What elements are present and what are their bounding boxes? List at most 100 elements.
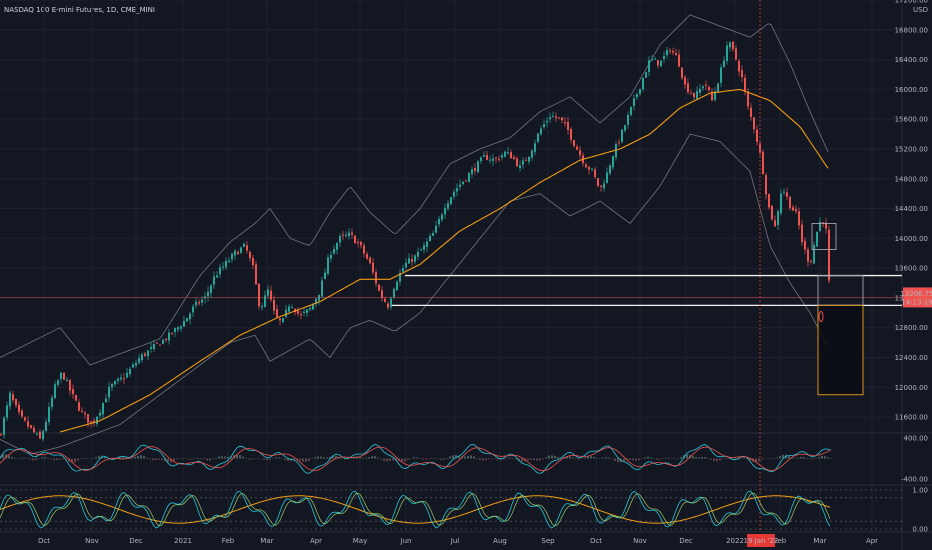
candle-body-247 (741, 70, 743, 78)
candle-body-50 (150, 347, 152, 349)
macd-hist-bar-163 (488, 458, 490, 460)
macd-hist-bar-221 (662, 458, 664, 459)
macd-hist-bar-77 (230, 456, 232, 459)
macd-hist-bar-220 (659, 458, 661, 460)
macd-hist-bar-240 (719, 458, 721, 461)
macd-hist-bar-155 (464, 456, 466, 459)
macd-hist-bar-271 (812, 458, 814, 460)
grid-lines (0, 0, 902, 531)
candle-body-186 (558, 117, 560, 119)
candle-body-215 (645, 72, 647, 78)
macd-hist-bar-31 (92, 458, 94, 459)
macd-hist-bar-261 (782, 454, 784, 459)
macd-hist-bar-101 (302, 458, 304, 462)
macd-hist-bar-237 (710, 458, 712, 460)
candle-body-3 (9, 392, 11, 407)
macd-hist-bar-222 (665, 457, 667, 459)
time-tick-label-9: Jul (450, 537, 460, 545)
macd-hist-bar-124 (371, 456, 373, 459)
macd-hist-bar-44 (131, 457, 133, 459)
candle-body-240 (720, 67, 722, 83)
candle-body-84 (252, 257, 254, 266)
candle-body-38 (114, 381, 116, 385)
macd-hist-bar-14 (41, 457, 43, 459)
candle-body-253 (759, 143, 761, 153)
macd-hist-bar-258 (773, 458, 775, 459)
macd-hist-bar-190 (569, 456, 571, 459)
macd-hist-bar-110 (329, 456, 331, 459)
macd-hist-bar-75 (224, 456, 226, 459)
candle-body-70 (210, 285, 212, 294)
candle-body-96 (288, 306, 290, 312)
candle-body-16 (48, 406, 50, 423)
macd-hist-bar-137 (410, 458, 412, 459)
candle-body-36 (108, 386, 110, 398)
candle-body-101 (303, 311, 305, 313)
macd-hist-bar-144 (431, 458, 433, 459)
candle-body-26 (78, 402, 80, 411)
candle-body-221 (663, 56, 665, 59)
candle-body-41 (123, 378, 125, 380)
candle-body-142 (426, 241, 428, 248)
candle-body-223 (669, 50, 671, 52)
candle-body-9 (27, 421, 29, 427)
candle-body-224 (672, 50, 674, 53)
macd-hist-bar-120 (359, 456, 361, 459)
macd-hist-bar-16 (47, 457, 49, 459)
macd-hist-bar-193 (578, 458, 580, 460)
stochastic-tick-label-1: 0.00 (912, 526, 928, 534)
macd-hist-bar-35 (104, 456, 106, 459)
price-tick-label-3: 16000.00 (895, 86, 928, 94)
macd-hist-bar-1 (2, 454, 4, 459)
price-tick-label-2: 16400.00 (895, 56, 928, 64)
macd-hist-bar-59 (176, 458, 178, 460)
candle-body-138 (414, 255, 416, 262)
candle-body-72 (216, 275, 218, 278)
candle-body-261 (783, 191, 785, 193)
candle-body-266 (798, 211, 800, 226)
candle-body-63 (189, 313, 191, 320)
candle-body-160 (480, 157, 482, 162)
macd-hist-bar-272 (815, 458, 817, 459)
macd-hist-bar-153 (458, 455, 460, 459)
candle-body-134 (402, 268, 404, 272)
macd-hist-bar-165 (494, 458, 496, 459)
time-tick-label-12: Oct (590, 537, 602, 545)
macd-hist-bar-200 (599, 458, 601, 459)
candle-body-111 (333, 248, 335, 254)
macd-hist-bar-25 (74, 458, 76, 463)
candle-body-245 (735, 48, 737, 60)
macd-hist-bar-205 (614, 458, 616, 462)
candle-body-206 (618, 142, 620, 144)
candle-body-124 (372, 262, 374, 273)
candle-body-146 (438, 218, 440, 225)
macd-hist-bar-50 (149, 458, 151, 460)
candle-body-180 (540, 128, 542, 134)
price-tick-label-12: 12400.00 (895, 354, 928, 362)
candle-body-234 (702, 86, 704, 89)
candle-body-152 (456, 188, 458, 192)
candle-body-153 (459, 184, 461, 187)
candle-body-256 (768, 193, 770, 208)
candle-body-148 (444, 207, 446, 215)
macd-hist-bar-274 (821, 456, 823, 459)
candle-body-125 (375, 272, 377, 284)
candle-body-77 (231, 253, 233, 260)
price-tick-label-11: 12800.00 (895, 324, 928, 332)
candle-body-73 (219, 267, 221, 275)
price-tick-label-0: 17200.00 (895, 0, 928, 5)
candle-body-192 (576, 146, 578, 150)
candle-body-47 (141, 354, 143, 361)
candle-body-54 (162, 339, 164, 344)
candle-body-8 (24, 417, 26, 421)
bollinger-lower-line (0, 133, 829, 455)
candle-body-44 (132, 364, 134, 368)
candle-body-232 (696, 90, 698, 99)
macd-hist-bar-47 (140, 455, 142, 459)
macd-hist-bar-148 (443, 458, 445, 460)
macd-hist-bar-18 (53, 458, 55, 461)
macd-hist-bar-56 (167, 458, 169, 463)
candle-body-15 (45, 421, 47, 432)
